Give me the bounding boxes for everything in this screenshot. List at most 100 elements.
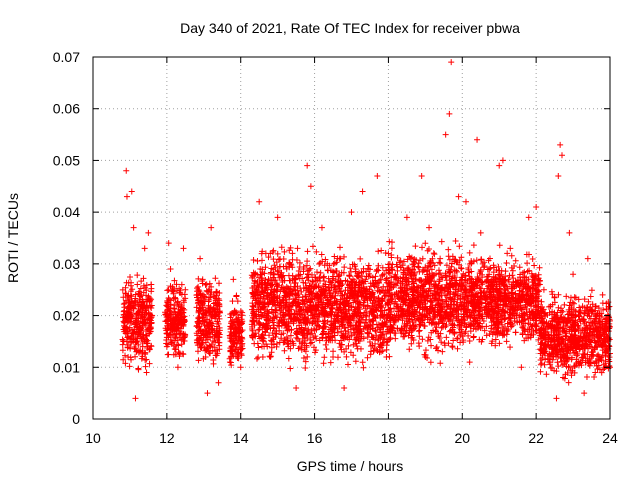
data-point bbox=[283, 318, 290, 325]
data-point bbox=[278, 322, 285, 329]
data-point bbox=[194, 332, 201, 339]
data-point bbox=[512, 329, 519, 336]
data-point bbox=[284, 285, 291, 292]
data-point bbox=[197, 290, 204, 297]
data-point bbox=[267, 281, 274, 288]
data-point bbox=[295, 317, 302, 324]
data-point bbox=[305, 316, 312, 323]
data-point bbox=[289, 250, 296, 257]
data-point bbox=[194, 319, 201, 326]
data-point bbox=[438, 339, 445, 346]
data-point bbox=[308, 271, 315, 278]
data-point bbox=[496, 242, 503, 249]
data-point bbox=[205, 302, 212, 309]
data-point bbox=[286, 296, 293, 303]
data-point bbox=[252, 288, 259, 295]
data-point bbox=[285, 355, 292, 362]
data-point bbox=[258, 334, 265, 341]
data-point bbox=[170, 342, 177, 349]
data-point bbox=[392, 335, 399, 342]
data-point bbox=[323, 346, 330, 353]
data-point bbox=[122, 360, 129, 367]
data-point bbox=[292, 291, 299, 298]
data-point bbox=[303, 284, 310, 291]
data-point bbox=[120, 301, 127, 308]
data-point bbox=[278, 305, 285, 312]
data-point bbox=[278, 335, 285, 342]
data-point bbox=[327, 359, 334, 366]
chart-title: Day 340 of 2021, Rate Of TEC Index for r… bbox=[180, 20, 520, 36]
data-point bbox=[128, 293, 135, 300]
data-point bbox=[265, 301, 272, 308]
data-point bbox=[299, 335, 306, 342]
data-point bbox=[266, 317, 273, 324]
data-point bbox=[250, 306, 257, 313]
data-point bbox=[133, 348, 140, 355]
data-point bbox=[299, 311, 306, 318]
data-point bbox=[283, 290, 290, 297]
data-point bbox=[268, 295, 275, 302]
data-point bbox=[359, 359, 366, 366]
data-point bbox=[206, 294, 213, 301]
data-point bbox=[294, 245, 301, 252]
data-point bbox=[172, 335, 179, 342]
data-point bbox=[201, 322, 208, 329]
data-point bbox=[412, 243, 419, 250]
data-point bbox=[458, 254, 465, 261]
data-point bbox=[291, 283, 298, 290]
data-point bbox=[344, 361, 351, 368]
data-point bbox=[227, 326, 234, 333]
data-point bbox=[172, 351, 179, 358]
data-point bbox=[287, 365, 294, 372]
data-point bbox=[289, 264, 296, 271]
data-point bbox=[139, 343, 146, 350]
data-point bbox=[226, 332, 233, 339]
data-point bbox=[516, 264, 523, 271]
data-point bbox=[538, 360, 545, 367]
data-point bbox=[143, 356, 150, 363]
data-point bbox=[309, 243, 316, 250]
data-point bbox=[287, 332, 294, 339]
data-point bbox=[583, 374, 590, 381]
data-point bbox=[304, 335, 311, 342]
data-point bbox=[436, 259, 443, 266]
data-point bbox=[135, 366, 142, 373]
data-point bbox=[249, 334, 256, 341]
data-point bbox=[210, 360, 217, 367]
data-point bbox=[226, 359, 233, 366]
data-point bbox=[286, 312, 293, 319]
data-point bbox=[228, 362, 235, 369]
data-point bbox=[286, 326, 293, 333]
data-point bbox=[473, 257, 480, 264]
data-point bbox=[310, 278, 317, 285]
data-point bbox=[207, 311, 214, 318]
data-point bbox=[427, 359, 434, 366]
data-point bbox=[180, 299, 187, 306]
data-point bbox=[263, 284, 270, 291]
data-point bbox=[537, 368, 544, 375]
data-point bbox=[486, 330, 493, 337]
data-point bbox=[295, 294, 302, 301]
data-point bbox=[235, 333, 242, 340]
data-point bbox=[305, 326, 312, 333]
data-point bbox=[171, 277, 178, 284]
data-point bbox=[388, 245, 395, 252]
data-point bbox=[296, 275, 303, 282]
data-point bbox=[127, 282, 134, 289]
data-point bbox=[279, 314, 286, 321]
data-point bbox=[126, 296, 133, 303]
data-point bbox=[137, 293, 144, 300]
data-point bbox=[477, 266, 484, 273]
data-point bbox=[278, 244, 285, 251]
data-point bbox=[263, 316, 270, 323]
data-point bbox=[253, 286, 260, 293]
data-point bbox=[304, 304, 311, 311]
data-point bbox=[293, 307, 300, 314]
data-point bbox=[197, 327, 204, 334]
data-point bbox=[119, 286, 126, 293]
data-point bbox=[406, 346, 413, 353]
data-point bbox=[148, 281, 155, 288]
data-point bbox=[164, 297, 171, 304]
data-point bbox=[352, 358, 359, 365]
data-point bbox=[449, 253, 456, 260]
